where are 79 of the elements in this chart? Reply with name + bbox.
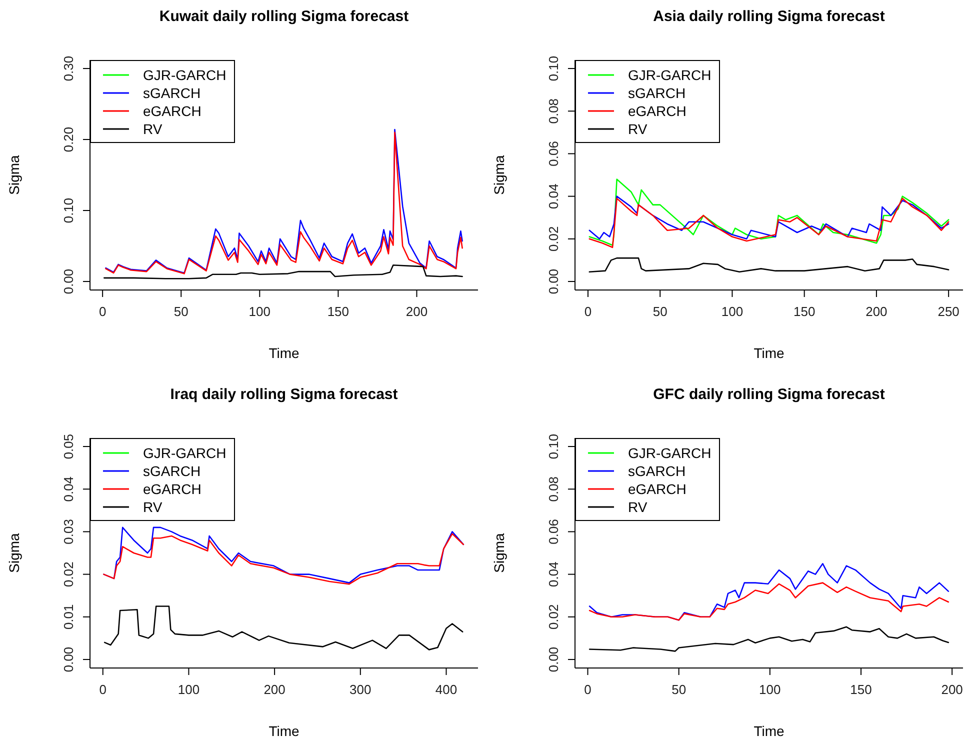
chart-title: Asia daily rolling Sigma forecast [652, 8, 886, 25]
line-series [588, 626, 950, 652]
y-tick-label: 0.30 [61, 56, 76, 82]
y-tick-label: 0.10 [546, 56, 561, 82]
x-tick-label: 0 [584, 682, 592, 698]
legend-label: sGARCH [143, 85, 201, 101]
x-tick-label: 400 [435, 682, 458, 698]
x-tick-label: 50 [672, 682, 686, 698]
y-tick-label: 0.02 [61, 562, 76, 587]
legend-label: sGARCH [628, 463, 686, 479]
legend-label: RV [143, 121, 162, 137]
chart-title: Kuwait daily rolling Sigma forecast [158, 8, 410, 25]
y-axis-title: Sigma [6, 532, 22, 573]
x-tick-label: 100 [721, 304, 744, 320]
y-tick-label: 0.10 [546, 434, 561, 460]
y-tick-label: 0.00 [61, 268, 76, 294]
y-tick-label: 0.00 [546, 646, 561, 672]
x-tick-label: 50 [174, 304, 188, 320]
x-tick-label: 0 [584, 304, 592, 320]
y-tick-label: 0.02 [546, 604, 561, 630]
x-tick-label: 200 [406, 304, 428, 320]
x-tick-label: 100 [248, 304, 271, 320]
x-tick-label: 150 [327, 304, 350, 320]
x-tick-label: 0 [99, 682, 106, 698]
y-tick-label: 0.08 [546, 476, 561, 502]
legend-label: RV [143, 499, 162, 515]
y-axis-title: Sigma [490, 532, 507, 573]
x-axis-title: Time [754, 345, 785, 361]
y-tick-label: 0.00 [546, 268, 561, 294]
y-tick-label: 0.08 [546, 98, 561, 124]
x-tick-label: 200 [866, 304, 888, 320]
x-axis-title: Time [268, 723, 300, 739]
line-series [103, 264, 463, 280]
y-tick-label: 0.06 [546, 519, 561, 544]
y-tick-label: 0.04 [546, 562, 561, 587]
x-tick-label: 250 [938, 304, 960, 320]
x-tick-label: 100 [759, 682, 781, 698]
legend-label: sGARCH [628, 85, 686, 101]
line-series [588, 196, 950, 240]
y-tick-label: 0.06 [546, 141, 561, 166]
x-tick-label: 100 [178, 682, 200, 698]
y-tick-label: 0.03 [61, 519, 76, 544]
x-tick-label: 300 [350, 682, 372, 698]
legend-label: GJR-GARCH [628, 445, 712, 461]
x-tick-label: 150 [793, 304, 816, 320]
y-tick-label: 0.00 [61, 646, 76, 672]
line-series [588, 198, 950, 248]
x-tick-label: 150 [850, 682, 872, 698]
legend-label: eGARCH [628, 103, 686, 119]
y-axis-title: Sigma [6, 154, 22, 195]
y-tick-label: 0.05 [61, 434, 76, 460]
legend-label: eGARCH [628, 481, 686, 497]
legend-label: sGARCH [143, 463, 201, 479]
chart-title: GFC daily rolling Sigma forecast [652, 386, 886, 403]
legend-label: eGARCH [143, 103, 202, 119]
line-series [588, 582, 950, 621]
x-axis-title: Time [754, 723, 785, 739]
chart-title: Iraq daily rolling Sigma forecast [169, 386, 399, 403]
legend-label: RV [628, 121, 648, 137]
x-tick-label: 200 [941, 682, 963, 698]
line-series [588, 178, 950, 246]
x-tick-label: 50 [652, 304, 668, 320]
legend-label: GJR-GARCH [143, 445, 226, 461]
y-tick-label: 0.04 [546, 184, 561, 209]
y-tick-label: 0.01 [61, 604, 76, 630]
x-tick-label: 200 [264, 682, 286, 698]
y-tick-label: 0.20 [61, 126, 76, 152]
y-tick-label: 0.04 [61, 476, 76, 502]
legend-label: RV [628, 499, 648, 515]
legend-label: GJR-GARCH [143, 67, 226, 83]
legend-label: eGARCH [143, 481, 202, 497]
y-tick-label: 0.02 [546, 226, 561, 252]
line-series [104, 606, 464, 650]
x-tick-label: 0 [98, 304, 106, 320]
x-axis-title: Time [268, 345, 300, 361]
y-axis-title: Sigma [490, 154, 507, 195]
legend-label: GJR-GARCH [628, 67, 712, 83]
line-series [588, 257, 950, 273]
y-tick-label: 0.10 [61, 198, 76, 224]
